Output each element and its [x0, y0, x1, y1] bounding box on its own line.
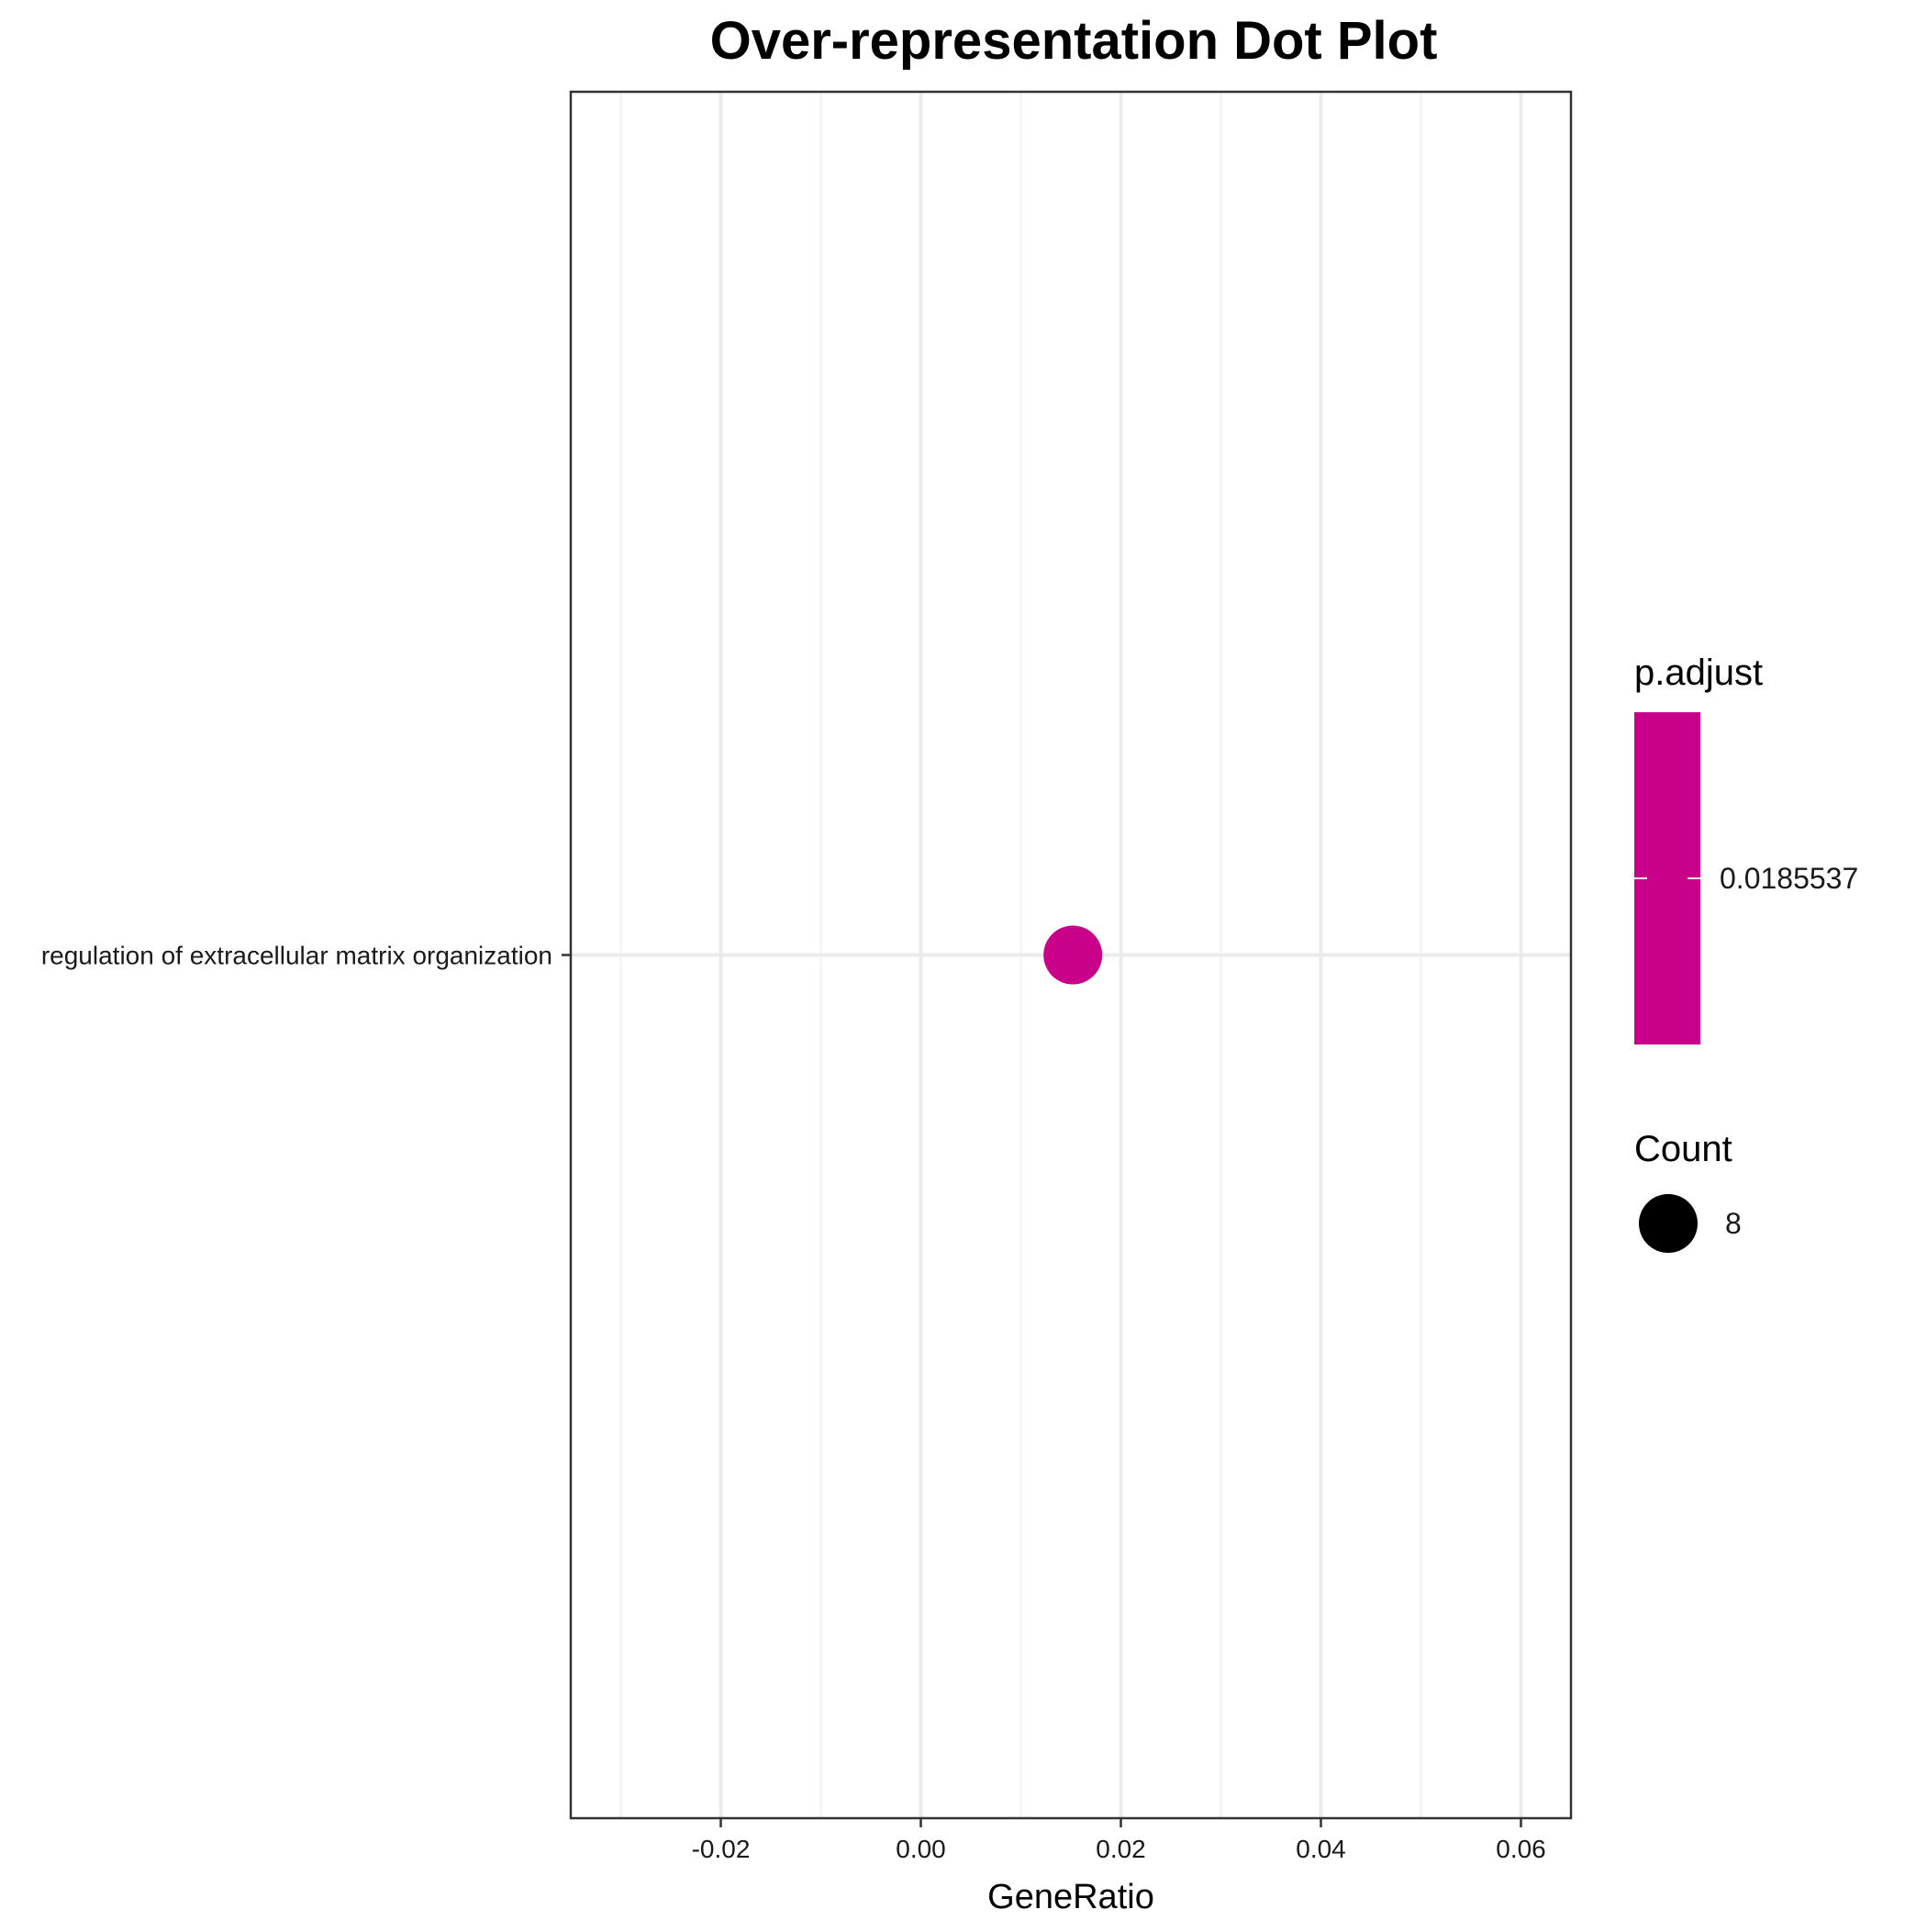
x-tick-label: 0.00 — [896, 1835, 946, 1863]
data-point — [1043, 925, 1103, 985]
x-axis: -0.02 0.00 0.02 0.04 0.06 — [692, 1818, 1546, 1863]
y-axis: regulation of extracellular matrix organ… — [41, 942, 571, 970]
color-legend: p.adjust 0.0185537 — [1634, 653, 1858, 1044]
mark-layer — [1043, 925, 1103, 985]
size-legend: Count 8 — [1634, 1129, 1742, 1253]
color-legend-label: 0.0185537 — [1720, 862, 1858, 895]
chart-title: Over-representation Dot Plot — [710, 11, 1438, 71]
x-tick-label: 0.04 — [1296, 1835, 1346, 1863]
color-legend-title: p.adjust — [1634, 653, 1763, 693]
x-axis-title: GeneRatio — [987, 1878, 1154, 1916]
x-tick-label: 0.02 — [1096, 1835, 1146, 1863]
y-tick-label: regulation of extracellular matrix organ… — [41, 942, 552, 970]
size-legend-title: Count — [1634, 1129, 1732, 1169]
size-legend-label: 8 — [1725, 1207, 1742, 1240]
x-tick-label: -0.02 — [692, 1835, 751, 1863]
size-legend-dot — [1639, 1194, 1698, 1253]
x-tick-label: 0.06 — [1496, 1835, 1546, 1863]
